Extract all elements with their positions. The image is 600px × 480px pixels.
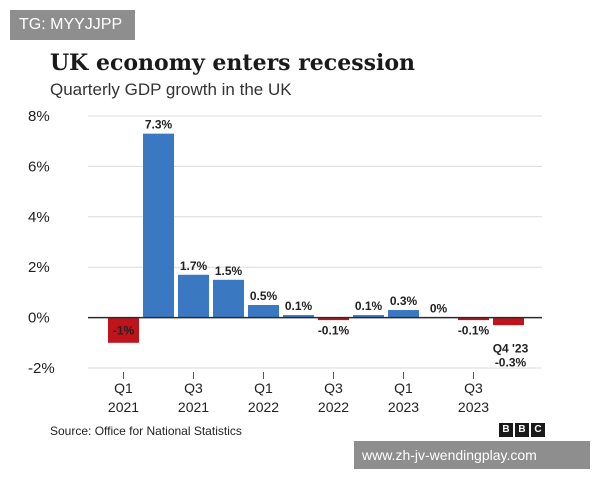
- y-tick-label: 2%: [28, 259, 50, 276]
- x-tick-label: 2021: [178, 399, 209, 415]
- bar: [178, 274, 209, 318]
- chart-title: UK economy enters recession: [50, 50, 415, 76]
- x-tick-label: 2022: [248, 399, 279, 415]
- bar-value-label: 0%: [430, 302, 448, 316]
- x-tick-label: Q3: [464, 380, 483, 396]
- x-tick-label: Q1: [394, 380, 413, 396]
- bar-value-label: 1.7%: [180, 259, 208, 273]
- bar-value-label: 7.3%: [145, 118, 173, 132]
- bar: [493, 317, 524, 326]
- x-tick-label: Q3: [324, 380, 343, 396]
- y-tick-label: 4%: [28, 209, 50, 226]
- bar: [318, 317, 349, 321]
- source-note: Source: Office for National Statistics: [50, 424, 242, 438]
- bar-value-label: 1.5%: [215, 264, 243, 278]
- bar-value-label: 0.1%: [355, 299, 383, 313]
- bar-value-label: 0.1%: [285, 299, 313, 313]
- bar: [283, 315, 314, 318]
- bar-annotation: Q4 '23: [493, 342, 529, 356]
- x-tick-label: Q1: [254, 380, 273, 396]
- bbc-logo-letter: B: [499, 423, 513, 437]
- bar-value-label: 0.5%: [250, 289, 278, 303]
- channel-tag: TG: MYYJJPP: [10, 10, 135, 40]
- bar-value-label: -0.3%: [495, 356, 527, 370]
- y-tick-label: 6%: [28, 158, 50, 175]
- bar: [108, 317, 139, 343]
- bbc-logo-letter: C: [531, 423, 545, 437]
- y-tick-label: -2%: [28, 360, 55, 377]
- y-tick-label: 8%: [28, 108, 50, 125]
- gdp-bar-chart: 8% 6% 4% 2% 0% -2% -1% 7.3% 1.7% 1.5% 0.5% 0.1% -0.1…: [28, 108, 542, 415]
- y-tick-label: 0%: [28, 310, 50, 327]
- chart-subtitle: Quarterly GDP growth in the UK: [50, 80, 292, 99]
- x-tick-label: Q1: [114, 380, 133, 396]
- bar: [213, 279, 244, 318]
- bar: [458, 317, 489, 321]
- bar: [388, 310, 419, 318]
- bbc-logo-letter: B: [515, 423, 529, 437]
- bar: [143, 133, 174, 318]
- bar-value-label: -0.1%: [458, 324, 490, 338]
- bar-value-label: -1%: [113, 324, 135, 338]
- x-tick-label: 2021: [108, 399, 139, 415]
- bar: [353, 315, 384, 318]
- bar: [248, 305, 279, 318]
- bar-value-label: 0.3%: [390, 294, 418, 308]
- bar-value-label: -0.1%: [318, 324, 350, 338]
- website-watermark: www.zh-jv-wendingplay.com: [354, 441, 590, 469]
- x-tick-label: 2023: [388, 399, 419, 415]
- bbc-logo: B B C: [499, 423, 545, 437]
- x-tick-label: Q3: [184, 380, 203, 396]
- x-tick-label: 2023: [458, 399, 489, 415]
- x-tick-label: 2022: [318, 399, 349, 415]
